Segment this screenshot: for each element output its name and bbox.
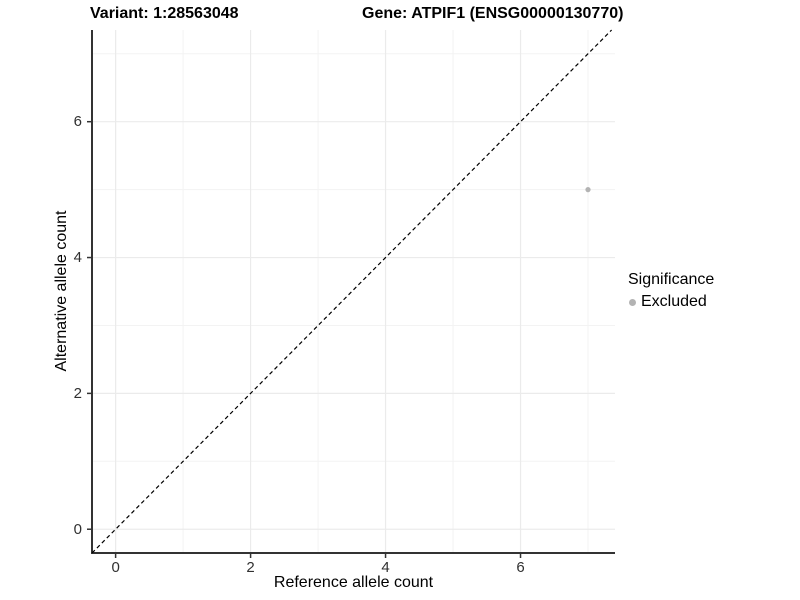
x-axis-title: Reference allele count: [273, 574, 434, 591]
plot-title-gene: Gene: ATPIF1 (ENSG00000130770): [362, 5, 624, 22]
y-tick-label: 4: [73, 249, 82, 267]
plot-title-variant: Variant: 1:28563048: [90, 5, 239, 22]
x-tick-label: 2: [246, 559, 255, 576]
x-tick-label: 0: [111, 559, 120, 576]
x-tick-label: 6: [516, 559, 525, 576]
y-tick-label: 2: [73, 384, 82, 402]
data-point-excluded: [585, 187, 591, 193]
legend: Significance Excluded: [628, 270, 714, 312]
legend-entry-excluded: Excluded: [628, 292, 714, 312]
y-tick-label: 0: [73, 520, 82, 538]
legend-entry-label: Excluded: [641, 293, 707, 310]
legend-title: Significance: [628, 271, 715, 288]
y-axis-title: Alternative allele count: [53, 210, 70, 372]
x-tick-label: 4: [381, 559, 390, 576]
y-tick-label: 6: [73, 113, 82, 131]
identity-reference-line: [91, 29, 613, 554]
legend-point-icon: [629, 298, 636, 306]
